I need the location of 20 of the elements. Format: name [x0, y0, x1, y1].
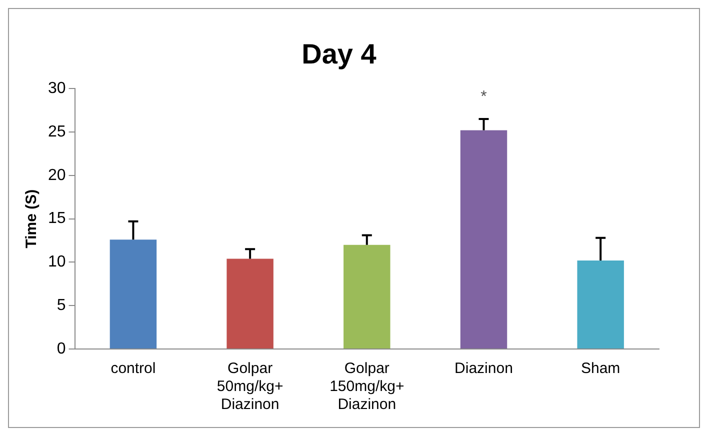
y-axis-title: Time (S) — [23, 189, 40, 248]
x-tick-label: Golpar 150mg/kg+ Diazinon — [330, 360, 404, 414]
x-tick-label: control — [110, 360, 156, 378]
y-tick-label: 25 — [48, 123, 66, 140]
y-tick-label: 5 — [56, 297, 66, 314]
x-tick-label: Diazinon — [454, 360, 513, 378]
bar — [577, 260, 624, 348]
x-tick-label: Sham — [580, 360, 620, 378]
x-tick-label: Golpar 50mg/kg+ Diazinon — [216, 360, 284, 414]
bar — [226, 258, 274, 348]
chart-title: Day 4 — [302, 38, 377, 70]
y-tick-label: 10 — [48, 254, 66, 271]
y-tick-label: 30 — [48, 80, 66, 98]
y-tick-label: 15 — [48, 210, 66, 228]
annotation: * — [480, 88, 487, 106]
y-tick-label: 0 — [56, 340, 66, 358]
bar — [344, 244, 390, 348]
bar — [460, 130, 508, 348]
bar — [110, 240, 157, 348]
y-tick-label: 20 — [48, 166, 66, 184]
